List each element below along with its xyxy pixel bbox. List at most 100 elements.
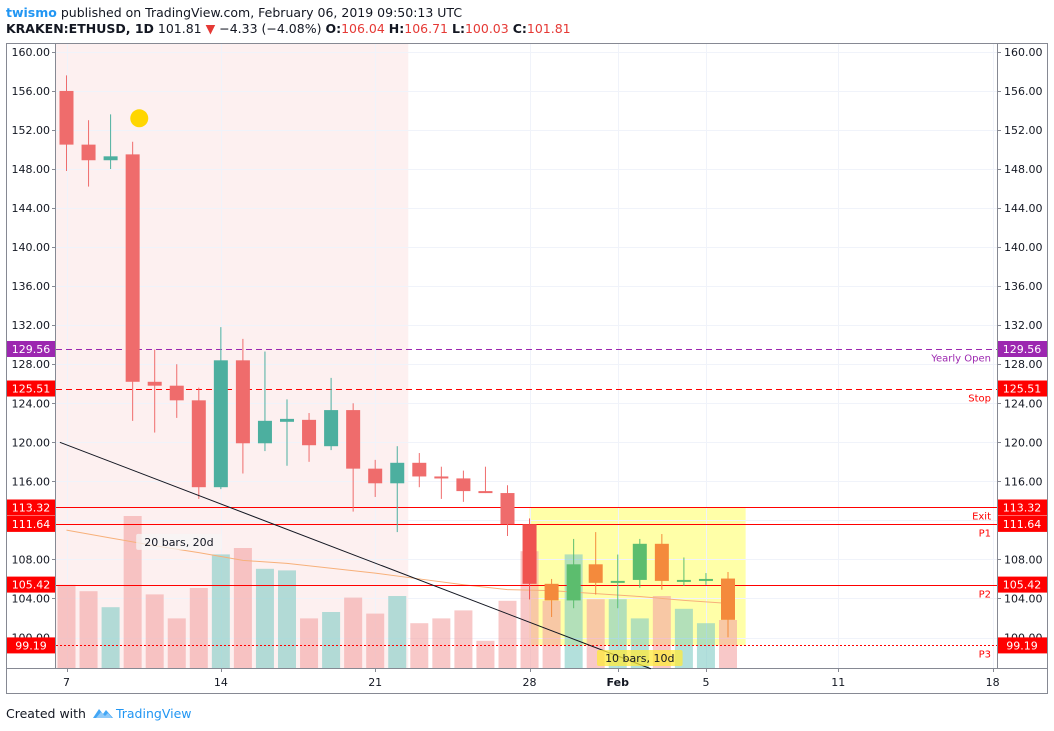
candle-body	[147, 381, 162, 386]
y-tick-label-right: 124.00	[1004, 397, 1043, 410]
volume-bar	[255, 568, 274, 668]
candle-body	[566, 564, 581, 601]
volume-bar	[410, 623, 429, 668]
range-label-bg	[136, 533, 222, 550]
y-tick-label-left: 116.00	[12, 475, 51, 488]
level-tag-right-text: 113.32	[1003, 501, 1042, 514]
level-tag-left-text: 111.64	[12, 518, 51, 531]
y-tick-label-right: 152.00	[1004, 124, 1043, 137]
candles	[59, 75, 735, 638]
y-tick-label-right: 108.00	[1004, 553, 1043, 566]
last-price: 101.81	[157, 21, 202, 36]
candle-body	[125, 154, 140, 382]
close-label: C:	[512, 21, 527, 36]
volume-bar	[322, 612, 341, 668]
y-tick-label-right: 136.00	[1004, 280, 1043, 293]
level-tag-right-text: 125.51	[1003, 383, 1042, 396]
candle-body	[412, 462, 427, 477]
volume-bar	[454, 610, 473, 668]
volume-bar	[189, 588, 208, 668]
level-tag-right-text: 105.42	[1003, 579, 1042, 592]
level-tag-left-text: 113.32	[12, 501, 51, 514]
y-tick-label-left: 128.00	[12, 358, 51, 371]
author-name[interactable]: twismo	[6, 5, 57, 20]
y-tick-label-right: 160.00	[1004, 46, 1043, 59]
level-tag-right-text: 111.64	[1003, 518, 1042, 531]
candle-body	[235, 360, 250, 444]
candle-body	[456, 478, 471, 492]
drawings: 20 bars, 20d 10 bars, 10d	[59, 109, 683, 670]
level-tag-right	[998, 576, 1047, 593]
level-tag-right	[998, 380, 1047, 397]
level-tag-right	[998, 515, 1047, 532]
level-tag-left	[7, 380, 55, 397]
volume-bar	[344, 597, 363, 668]
created-with-text: Created with	[6, 706, 86, 721]
volume-bar	[278, 570, 296, 668]
footer: Created with TradingView	[6, 706, 191, 722]
candle-body	[81, 144, 96, 161]
candle-body	[522, 524, 537, 584]
volume-bar	[476, 640, 495, 668]
volume-bar	[145, 594, 164, 668]
low-value: 100.03	[464, 21, 509, 36]
publish-header: twismo published on TradingView.com, Feb…	[6, 5, 462, 21]
volume-bar	[167, 618, 186, 668]
level-tag-left	[7, 340, 55, 357]
y-tick-label-left: 160.00	[12, 46, 51, 59]
x-tick-label: 18	[986, 676, 1000, 689]
volume-bar	[498, 600, 517, 668]
chart-frame	[6, 43, 1048, 694]
low-label: L:	[452, 21, 465, 36]
candle-body	[324, 410, 339, 447]
volume-bar	[211, 554, 230, 668]
candle-body	[257, 420, 272, 444]
y-tick-label-left: 144.00	[12, 202, 51, 215]
candle-body	[346, 410, 361, 469]
x-tick-label: 11	[831, 676, 845, 689]
candle-body	[478, 491, 493, 494]
y-tick-label-left: 124.00	[12, 397, 51, 410]
y-tick-label-left: 152.00	[12, 124, 51, 137]
level-name: Yearly Open	[930, 354, 991, 365]
price-change: −4.33 (−4.08%)	[219, 21, 322, 36]
y-tick-label-left: 140.00	[12, 241, 51, 254]
candle-body	[191, 400, 206, 488]
volume-bar	[233, 548, 252, 668]
y-tick-label-left: 120.00	[12, 436, 51, 449]
y-tick-label-left: 104.00	[12, 592, 51, 605]
y-tick-label-right: 148.00	[1004, 163, 1043, 176]
candle-body	[213, 360, 228, 488]
event-marker-icon	[130, 109, 149, 128]
volume-bar	[432, 618, 451, 668]
symbol-name[interactable]: KRAKEN:ETHUSD, 1D	[6, 21, 154, 36]
y-tick-label-right: 156.00	[1004, 85, 1043, 98]
high-label: H:	[388, 21, 405, 36]
y-tick-label-left: 132.00	[12, 319, 51, 332]
range-box	[56, 44, 409, 668]
candle-body	[654, 543, 669, 581]
candle-body	[588, 564, 603, 583]
x-tick-label: 5	[702, 676, 709, 689]
level-tag-left	[7, 515, 55, 532]
level-tag-right	[998, 340, 1047, 357]
volume-bar	[388, 596, 407, 668]
level-tag-left-text: 105.42	[12, 579, 51, 592]
x-tick-label: 21	[368, 676, 382, 689]
volume-bar	[79, 591, 98, 668]
level-tag-left	[7, 637, 55, 654]
y-tick-label-right: 144.00	[1004, 202, 1043, 215]
high-value: 106.71	[404, 21, 449, 36]
x-tick-label: 14	[214, 676, 228, 689]
level-name: P3	[979, 650, 991, 661]
volume-bar	[719, 620, 737, 668]
y-tick-label-left: 148.00	[12, 163, 51, 176]
trendline	[59, 441, 652, 670]
candle-body	[368, 468, 383, 484]
tradingview-link[interactable]: TradingView	[115, 706, 192, 721]
level-name: Stop	[968, 394, 991, 405]
close-value: 101.81	[526, 21, 571, 36]
candle-body	[434, 476, 449, 479]
level-name: P1	[979, 529, 991, 540]
